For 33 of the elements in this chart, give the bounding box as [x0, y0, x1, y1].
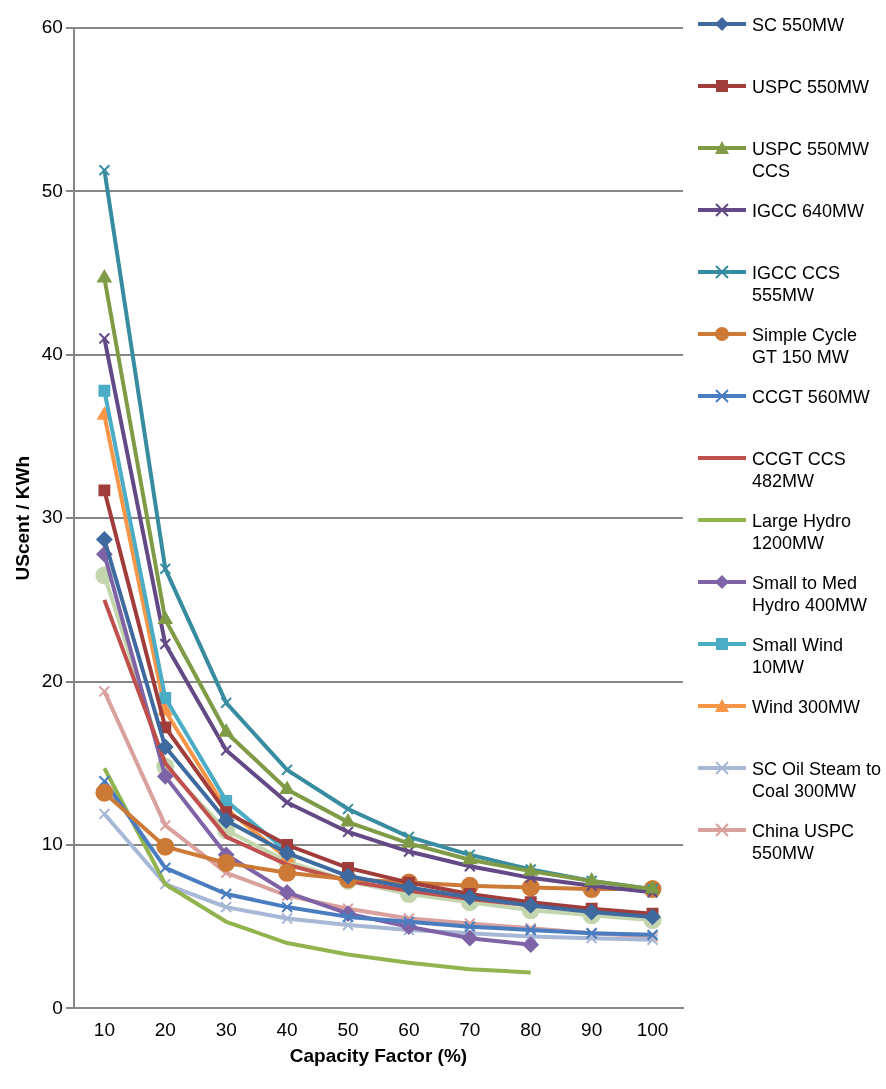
y-tick-label: 30: [41, 506, 63, 528]
legend-label: Wind 300MW: [752, 696, 861, 718]
x-tick-label: 60: [398, 1019, 420, 1041]
legend-label: USPC 550MW: [752, 76, 870, 98]
legend-label: China USPC 550MW: [752, 820, 856, 864]
legend-label: IGCC 640MW: [752, 200, 865, 222]
x-tick-label: 70: [459, 1019, 481, 1041]
x-tick-label: 100: [636, 1019, 669, 1041]
y-tick-label: 60: [41, 16, 63, 38]
y-tick-label: 0: [52, 996, 63, 1018]
x-tick-label: 80: [520, 1019, 542, 1041]
x-tick-label: 20: [154, 1019, 176, 1041]
x-tick-label: 30: [215, 1019, 237, 1041]
y-axis-title: UScent / KWh: [11, 455, 33, 581]
legend-label: CCGT CCS 482MW: [752, 448, 847, 492]
x-axis-title: Capacity Factor (%): [289, 1044, 468, 1066]
x-tick-label: 90: [581, 1019, 603, 1041]
x-tick-label: 40: [276, 1019, 298, 1041]
x-tick-label: 50: [337, 1019, 359, 1041]
y-tick-label: 50: [41, 179, 63, 201]
legend-label: USPC 550MW CCS: [752, 138, 871, 182]
y-tick-label: 20: [41, 669, 63, 691]
legend-label: IGCC CCS 555MW: [752, 262, 841, 306]
y-tick-label: 40: [41, 343, 63, 365]
x-tick-label: 10: [93, 1019, 115, 1041]
legend-label: Large Hydro 1200MW: [752, 510, 853, 554]
legend-label: CCGT 560MW: [752, 386, 870, 408]
legend-label: Small to Med Hydro 400MW: [752, 572, 869, 616]
legend-label: SC Oil Steam to Coal 300MW: [752, 758, 883, 802]
legend-label: SC 550MW: [752, 14, 845, 36]
y-tick-label: 10: [41, 833, 63, 855]
legend-label: Simple Cycle GT 150 MW: [752, 324, 859, 368]
legend-label: Small Wind 10MW: [752, 634, 845, 678]
